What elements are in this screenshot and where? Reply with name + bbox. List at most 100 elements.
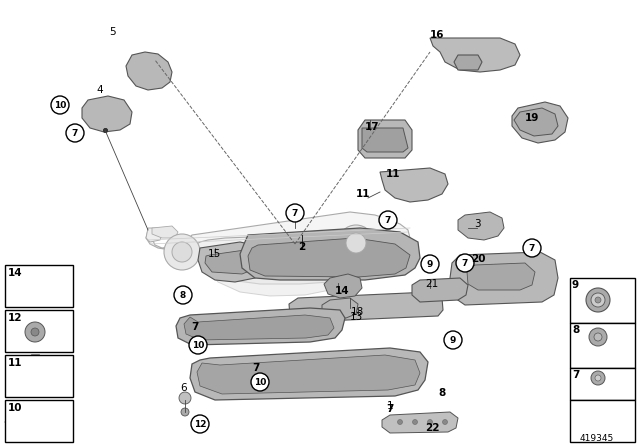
- Circle shape: [594, 333, 602, 341]
- Text: 8: 8: [180, 290, 186, 300]
- Polygon shape: [330, 254, 372, 282]
- Circle shape: [442, 419, 447, 425]
- Polygon shape: [324, 274, 362, 298]
- Polygon shape: [152, 226, 178, 238]
- Polygon shape: [289, 292, 443, 322]
- Text: 12: 12: [194, 419, 206, 428]
- Polygon shape: [358, 120, 412, 158]
- Text: 7: 7: [572, 370, 579, 380]
- Text: 11: 11: [8, 358, 22, 368]
- Text: 7: 7: [72, 129, 78, 138]
- Text: 419345: 419345: [580, 434, 614, 443]
- Text: 18: 18: [350, 307, 364, 317]
- Text: 17: 17: [365, 122, 380, 132]
- Polygon shape: [25, 379, 47, 385]
- Text: 11: 11: [386, 169, 400, 179]
- Circle shape: [51, 96, 69, 114]
- Polygon shape: [184, 315, 334, 340]
- Circle shape: [251, 373, 269, 391]
- Circle shape: [31, 328, 39, 336]
- Text: 22: 22: [425, 423, 439, 433]
- Text: 11: 11: [356, 189, 371, 199]
- Polygon shape: [31, 354, 39, 356]
- Polygon shape: [248, 238, 410, 277]
- Polygon shape: [25, 418, 45, 426]
- Text: 10: 10: [192, 340, 204, 349]
- Bar: [5, 355, 73, 397]
- Text: 3: 3: [474, 219, 480, 229]
- Polygon shape: [210, 251, 355, 296]
- Circle shape: [338, 225, 374, 261]
- Bar: [570, 323, 635, 368]
- Text: 7: 7: [191, 322, 198, 332]
- Text: 12: 12: [8, 313, 22, 323]
- Circle shape: [174, 286, 192, 304]
- Polygon shape: [574, 415, 630, 430]
- Polygon shape: [205, 250, 255, 274]
- Text: 1: 1: [387, 401, 394, 411]
- Text: 13: 13: [349, 312, 363, 322]
- Polygon shape: [593, 385, 603, 400]
- Text: 9: 9: [572, 280, 579, 290]
- Polygon shape: [594, 346, 602, 359]
- Circle shape: [346, 233, 366, 253]
- Circle shape: [179, 392, 191, 404]
- Text: 2: 2: [298, 242, 306, 252]
- Bar: [570, 368, 635, 400]
- Polygon shape: [36, 293, 42, 303]
- Polygon shape: [467, 263, 535, 290]
- Polygon shape: [190, 348, 428, 400]
- Polygon shape: [592, 359, 604, 365]
- Bar: [5, 310, 73, 352]
- Polygon shape: [198, 242, 264, 282]
- Polygon shape: [31, 346, 39, 348]
- Polygon shape: [380, 168, 448, 202]
- Circle shape: [591, 371, 605, 385]
- Text: 7: 7: [462, 258, 468, 267]
- Polygon shape: [412, 278, 468, 302]
- Circle shape: [428, 419, 433, 425]
- Polygon shape: [8, 370, 60, 389]
- Circle shape: [444, 331, 462, 349]
- Text: 14: 14: [335, 286, 349, 296]
- Circle shape: [172, 242, 192, 262]
- Text: 7: 7: [529, 244, 535, 253]
- Circle shape: [591, 293, 605, 307]
- Text: 15: 15: [207, 249, 221, 259]
- Circle shape: [181, 408, 189, 416]
- Polygon shape: [574, 430, 582, 438]
- Polygon shape: [454, 55, 482, 70]
- Text: 20: 20: [471, 254, 485, 264]
- Text: 21: 21: [426, 279, 438, 289]
- Polygon shape: [450, 252, 558, 305]
- Circle shape: [379, 211, 397, 229]
- Text: 9: 9: [427, 259, 433, 268]
- Polygon shape: [195, 237, 378, 284]
- Text: 7: 7: [385, 215, 391, 224]
- Circle shape: [421, 255, 439, 273]
- Polygon shape: [430, 38, 520, 72]
- Polygon shape: [362, 128, 408, 152]
- Polygon shape: [26, 277, 52, 293]
- Circle shape: [189, 336, 207, 354]
- Text: 7: 7: [387, 404, 394, 414]
- Bar: [5, 400, 73, 442]
- Text: 8: 8: [572, 325, 579, 335]
- Circle shape: [25, 322, 45, 342]
- Polygon shape: [240, 228, 420, 280]
- Text: 7: 7: [252, 363, 260, 373]
- Polygon shape: [512, 102, 568, 143]
- Polygon shape: [82, 96, 132, 132]
- Circle shape: [413, 419, 417, 425]
- Circle shape: [595, 297, 601, 303]
- Bar: [570, 400, 635, 442]
- Polygon shape: [382, 412, 458, 433]
- Polygon shape: [322, 298, 358, 318]
- Circle shape: [66, 124, 84, 142]
- Polygon shape: [126, 52, 172, 90]
- Polygon shape: [197, 355, 420, 394]
- Text: 9: 9: [450, 336, 456, 345]
- Text: 19: 19: [525, 113, 539, 123]
- Polygon shape: [146, 228, 162, 242]
- Polygon shape: [31, 350, 39, 352]
